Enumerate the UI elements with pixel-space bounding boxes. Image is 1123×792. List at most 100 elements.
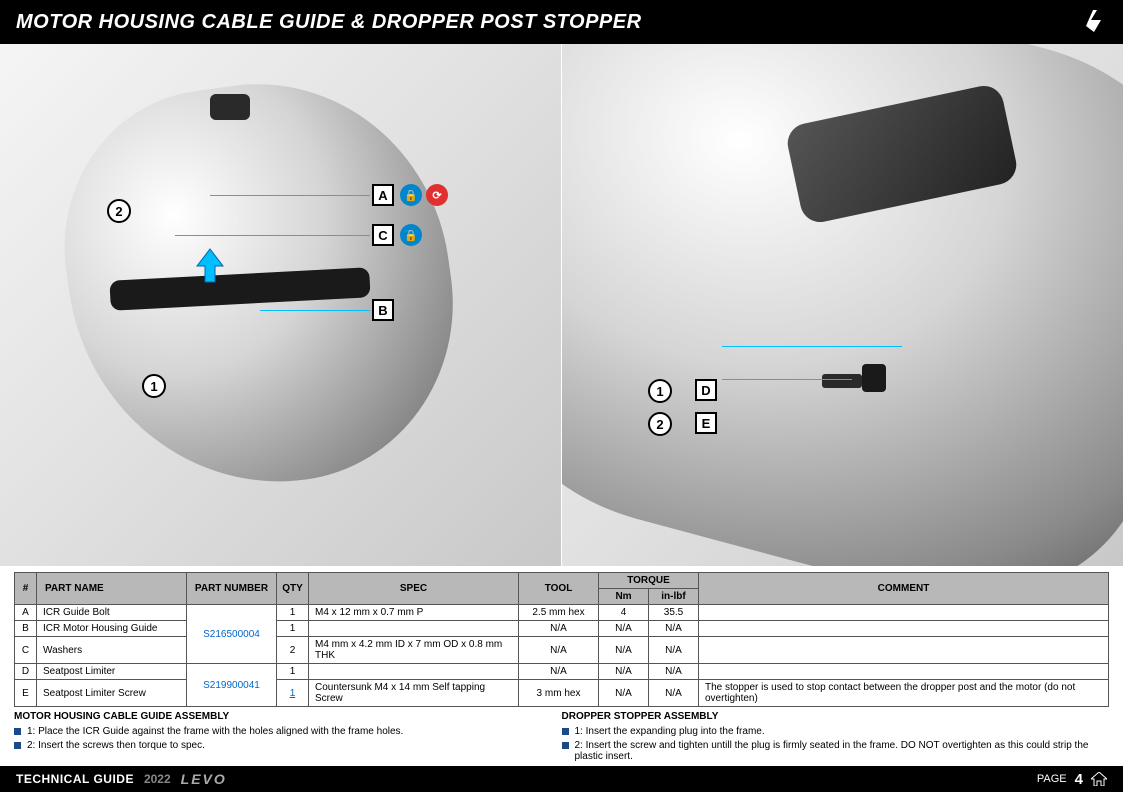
qty-cell[interactable]: 1 [277,680,309,707]
col-num: # [15,573,37,605]
spec-cell [309,621,519,637]
row-id: E [15,680,37,707]
inlbf-cell: N/A [649,621,699,637]
leader-line [210,195,370,196]
brand-logo-icon [1081,6,1107,39]
page-title: MOTOR HOUSING CABLE GUIDE & DROPPER POST… [16,11,642,34]
footer-page-num: 4 [1075,771,1083,788]
part-callout-d: D [695,379,717,401]
assembly-note: 1: Place the ICR Guide against the frame… [14,726,562,737]
col-inlbf: in-lbf [649,589,699,605]
housing-detail [210,94,250,120]
leader-line [722,379,852,380]
step-callout-2: 2 [107,199,131,223]
row-id: B [15,621,37,637]
assembly-left: MOTOR HOUSING CABLE GUIDE ASSEMBLY 1: Pl… [14,711,562,765]
nm-cell: N/A [599,664,649,680]
tool-cell: N/A [519,664,599,680]
inlbf-cell: N/A [649,680,699,707]
arrow-up-icon [195,244,225,284]
part-callout-b: B [372,299,394,321]
spec-cell: M4 x 12 mm x 0.7 mm P [309,605,519,621]
threadlock-icon: 🔒 [400,184,422,206]
spec-cell [309,664,519,680]
tool-cell: N/A [519,637,599,664]
stopper-render [862,364,886,392]
step-callout-1: 1 [142,374,166,398]
grease-icon: ⟳ [426,184,448,206]
diagram-left-panel [0,44,562,566]
footer-year: 2022 [144,772,171,786]
part-name-cell: Washers [37,637,187,664]
qty-cell: 1 [277,605,309,621]
inlbf-cell: 35.5 [649,605,699,621]
tool-cell: 3 mm hex [519,680,599,707]
assembly-notes: MOTOR HOUSING CABLE GUIDE ASSEMBLY 1: Pl… [14,711,1109,765]
col-qty: QTY [277,573,309,605]
threadlock-icon: 🔒 [400,224,422,246]
screw-render [822,374,862,388]
home-icon[interactable] [1091,772,1107,786]
part-number-link[interactable]: S216500004 [187,605,277,664]
table-row: ESeatpost Limiter Screw 1Countersunk M4 x… [15,680,1109,707]
comment-cell [699,637,1109,664]
leader-line [175,235,370,236]
leader-line [260,310,370,311]
diagram-right-panel [562,44,1123,566]
table-row: AICR Guide BoltS2165000041M4 x 12 mm x 0… [15,605,1109,621]
inlbf-cell: N/A [649,664,699,680]
footer-page-label: PAGE [1037,773,1067,785]
part-number-link[interactable]: S219900041 [187,664,277,707]
table-row: CWashers2M4 mm x 4.2 mm ID x 7 mm OD x 0… [15,637,1109,664]
qty-cell: 1 [277,621,309,637]
part-name-cell: ICR Motor Housing Guide [37,621,187,637]
col-partname: PART NAME [37,573,187,605]
row-id: D [15,664,37,680]
diagram-area [0,44,1123,566]
bullet-icon [14,728,21,735]
col-torque: TORQUE [599,573,699,589]
note-text: 2: Insert the screws then torque to spec… [27,740,205,751]
part-name-cell: ICR Guide Bolt [37,605,187,621]
col-nm: Nm [599,589,649,605]
bullet-icon [562,742,569,749]
col-spec: SPEC [309,573,519,605]
parts-table-section: # PART NAME PART NUMBER QTY SPEC TOOL TO… [14,572,1109,765]
row-id: A [15,605,37,621]
qty-cell: 2 [277,637,309,664]
footer-guide-label: TECHNICAL GUIDE [16,772,134,786]
page-footer: TECHNICAL GUIDE 2022 LEVO PAGE 4 [0,766,1123,792]
bullet-icon [562,728,569,735]
tool-cell: N/A [519,621,599,637]
part-callout-c: C [372,224,394,246]
row-id: C [15,637,37,664]
parts-table: # PART NAME PART NUMBER QTY SPEC TOOL TO… [14,572,1109,707]
nm-cell: N/A [599,621,649,637]
comment-cell [699,664,1109,680]
comment-cell: The stopper is used to stop contact betw… [699,680,1109,707]
col-tool: TOOL [519,573,599,605]
col-comment: COMMENT [699,573,1109,605]
col-partnumber: PART NUMBER [187,573,277,605]
step-callout-1: 1 [648,379,672,403]
table-row: BICR Motor Housing Guide1N/AN/AN/A [15,621,1109,637]
tool-cell: 2.5 mm hex [519,605,599,621]
qty-cell: 1 [277,664,309,680]
note-text: 1: Insert the expanding plug into the fr… [575,726,765,737]
comment-cell [699,605,1109,621]
footer-model: LEVO [181,771,227,787]
comment-cell [699,621,1109,637]
assembly-right-title: DROPPER STOPPER ASSEMBLY [562,711,1110,722]
assembly-left-title: MOTOR HOUSING CABLE GUIDE ASSEMBLY [14,711,562,722]
page-header: MOTOR HOUSING CABLE GUIDE & DROPPER POST… [0,0,1123,44]
spec-cell: Countersunk M4 x 14 mm Self tapping Scre… [309,680,519,707]
assembly-note: 2: Insert the screw and tighten untill t… [562,740,1110,762]
part-name-cell: Seatpost Limiter Screw [37,680,187,707]
part-callout-e: E [695,412,717,434]
inlbf-cell: N/A [649,637,699,664]
leader-line [722,346,902,347]
part-callout-a: A [372,184,394,206]
part-name-cell: Seatpost Limiter [37,664,187,680]
step-callout-2: 2 [648,412,672,436]
note-text: 1: Place the ICR Guide against the frame… [27,726,403,737]
